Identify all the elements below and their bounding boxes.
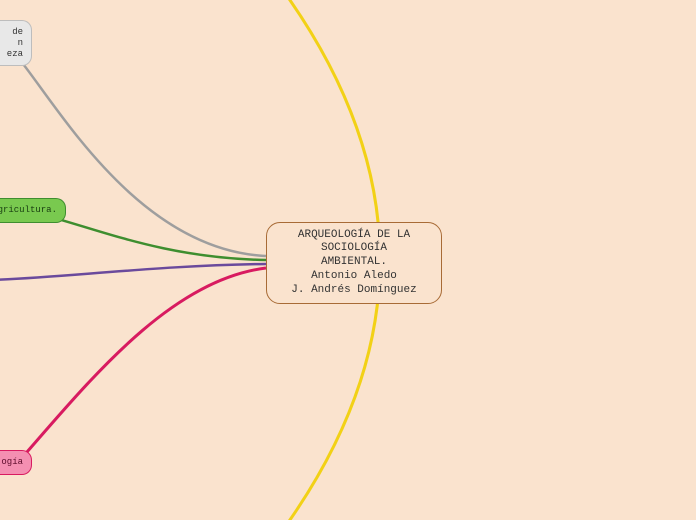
branch-gray-label: de n eza [7,27,23,59]
center-node[interactable]: ARQUEOLOGÍA DE LA SOCIOLOGÍA AMBIENTAL. … [266,222,442,304]
branch-green-label: gricultura. [0,205,57,216]
center-node-label: ARQUEOLOGÍA DE LA SOCIOLOGÍA AMBIENTAL. … [291,229,416,298]
branch-gray-node[interactable]: de n eza [0,20,32,66]
branch-magenta-label: ogía [1,457,23,468]
branch-green-node[interactable]: gricultura. [0,198,66,223]
branch-magenta-node[interactable]: ogía [0,450,32,475]
